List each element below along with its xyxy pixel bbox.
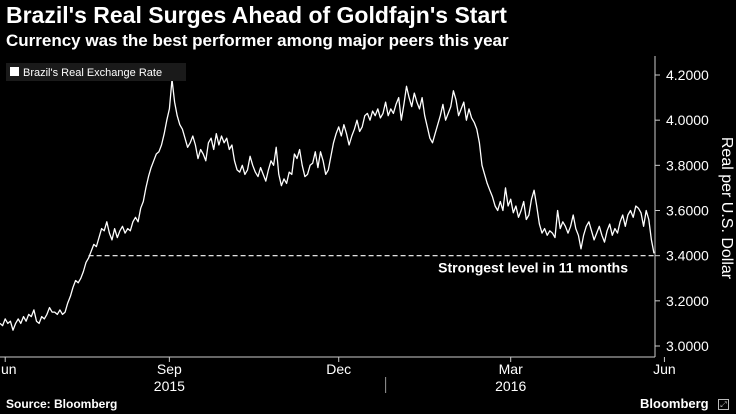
x-year-label: 2015 <box>154 378 185 394</box>
reference-label: Strongest level in 11 months <box>438 260 628 276</box>
y-tick-label: 3.4000 <box>666 248 709 264</box>
chart-title: Brazil's Real Surges Ahead of Goldfajn's… <box>6 2 507 28</box>
y-tick-label: 3.0000 <box>666 338 709 354</box>
x-tick-label: Jun <box>0 361 17 377</box>
y-tick-label: 4.2000 <box>666 67 709 83</box>
x-tick-label: Mar <box>499 361 523 377</box>
series-line-brazil-real <box>0 78 655 331</box>
x-year-label: 2016 <box>495 378 526 394</box>
legend-label: Brazil's Real Exchange Rate <box>23 67 162 79</box>
expand-icon[interactable]: ⤢ <box>718 399 729 410</box>
y-tick-label: 3.8000 <box>666 157 709 173</box>
y-tick-label: 3.6000 <box>666 203 709 219</box>
plot-area <box>0 56 655 357</box>
y-tick-label: 3.2000 <box>666 293 709 309</box>
legend-box <box>6 63 186 81</box>
x-tick-label: Dec <box>326 361 351 377</box>
source-note: Source: Bloomberg <box>6 397 118 411</box>
legend-swatch <box>10 67 19 76</box>
y-axis-label: Real per U.S. Dollar <box>718 137 735 280</box>
x-tick-label: Jun <box>653 361 676 377</box>
chart-subtitle: Currency was the best performer among ma… <box>6 31 509 50</box>
x-tick-label: Sep <box>157 361 182 377</box>
brand-logo-text: Bloomberg <box>640 396 709 411</box>
y-tick-label: 4.0000 <box>666 112 709 128</box>
